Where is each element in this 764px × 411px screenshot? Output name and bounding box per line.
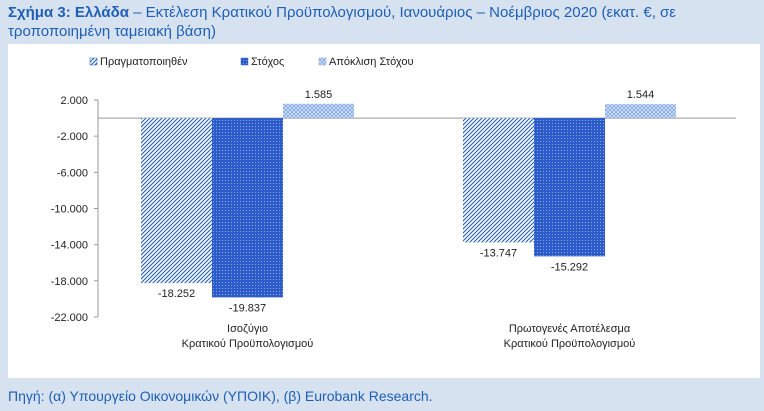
data-label: -19.837 [229,302,266,314]
x-axis-categories: Ισοζύγιο Κρατικού Προϋπολογισμού Πρωτογενέ… [182,323,636,350]
chart-panel: Πραγματοποιηθέν Στόχος Απόκλιση Στόχου 2.0… [8,44,760,378]
y-tick-label: -18.000 [51,276,88,288]
category-label: Πρωτογενές Αποτέλεσμα [509,323,631,335]
title-text: – Εκτέλεση Κρατικού Προϋπολογισμού, Ιανο… [8,4,676,40]
category-label: Κρατικού Προϋπολογισμού [182,338,314,350]
data-label: 1.544 [627,89,655,101]
bar-1-1 [534,118,605,257]
legend-swatch-0 [89,57,98,66]
data-label: 1.585 [305,89,333,101]
legend-label-2: Απόκλιση Στόχου [329,56,414,68]
y-tick-label: 2.000 [60,95,88,107]
y-tick-label: -2.000 [57,131,88,143]
category-label: Κρατικού Προϋπολογισμού [504,338,636,350]
bar-chart: Πραγματοποιηθέν Στόχος Απόκλιση Στόχου 2.0… [51,56,736,350]
bar-0-0 [141,118,212,284]
legend: Πραγματοποιηθέν Στόχος Απόκλιση Στόχου [89,56,414,68]
bar-0-1 [212,118,283,298]
data-label: -18.252 [158,288,195,300]
chart-title: Σχήμα 3: Ελλάδα – Εκτέλεση Κρατικού Προϋ… [8,3,756,41]
bars [141,103,676,298]
figure-label: Σχήμα 3: Ελλάδα [8,4,129,21]
data-labels: -18.252 -19.837 1.585 -13.747 -15.292 1.544 [158,89,654,315]
y-tick-label: -14.000 [51,240,88,252]
source-note: Πηγή: (α) Υπουργείο Οικονομικών (ΥΠΟΙΚ),… [8,388,433,404]
data-label: -13.747 [480,247,517,259]
bar-0-2 [283,103,354,119]
legend-label-1: Στόχος [251,56,284,68]
legend-swatch-1 [240,57,249,66]
bar-1-0 [463,118,534,243]
y-tick-label: -22.000 [51,312,88,324]
bar-1-2 [605,104,676,119]
y-tick-label: -10.000 [51,204,88,216]
legend-swatch-2 [318,57,327,66]
legend-label-0: Πραγματοποιηθέν [100,56,188,68]
data-label: -15.292 [551,261,588,273]
y-tick-label: -6.000 [57,167,88,179]
category-label: Ισοζύγιο [227,323,268,335]
